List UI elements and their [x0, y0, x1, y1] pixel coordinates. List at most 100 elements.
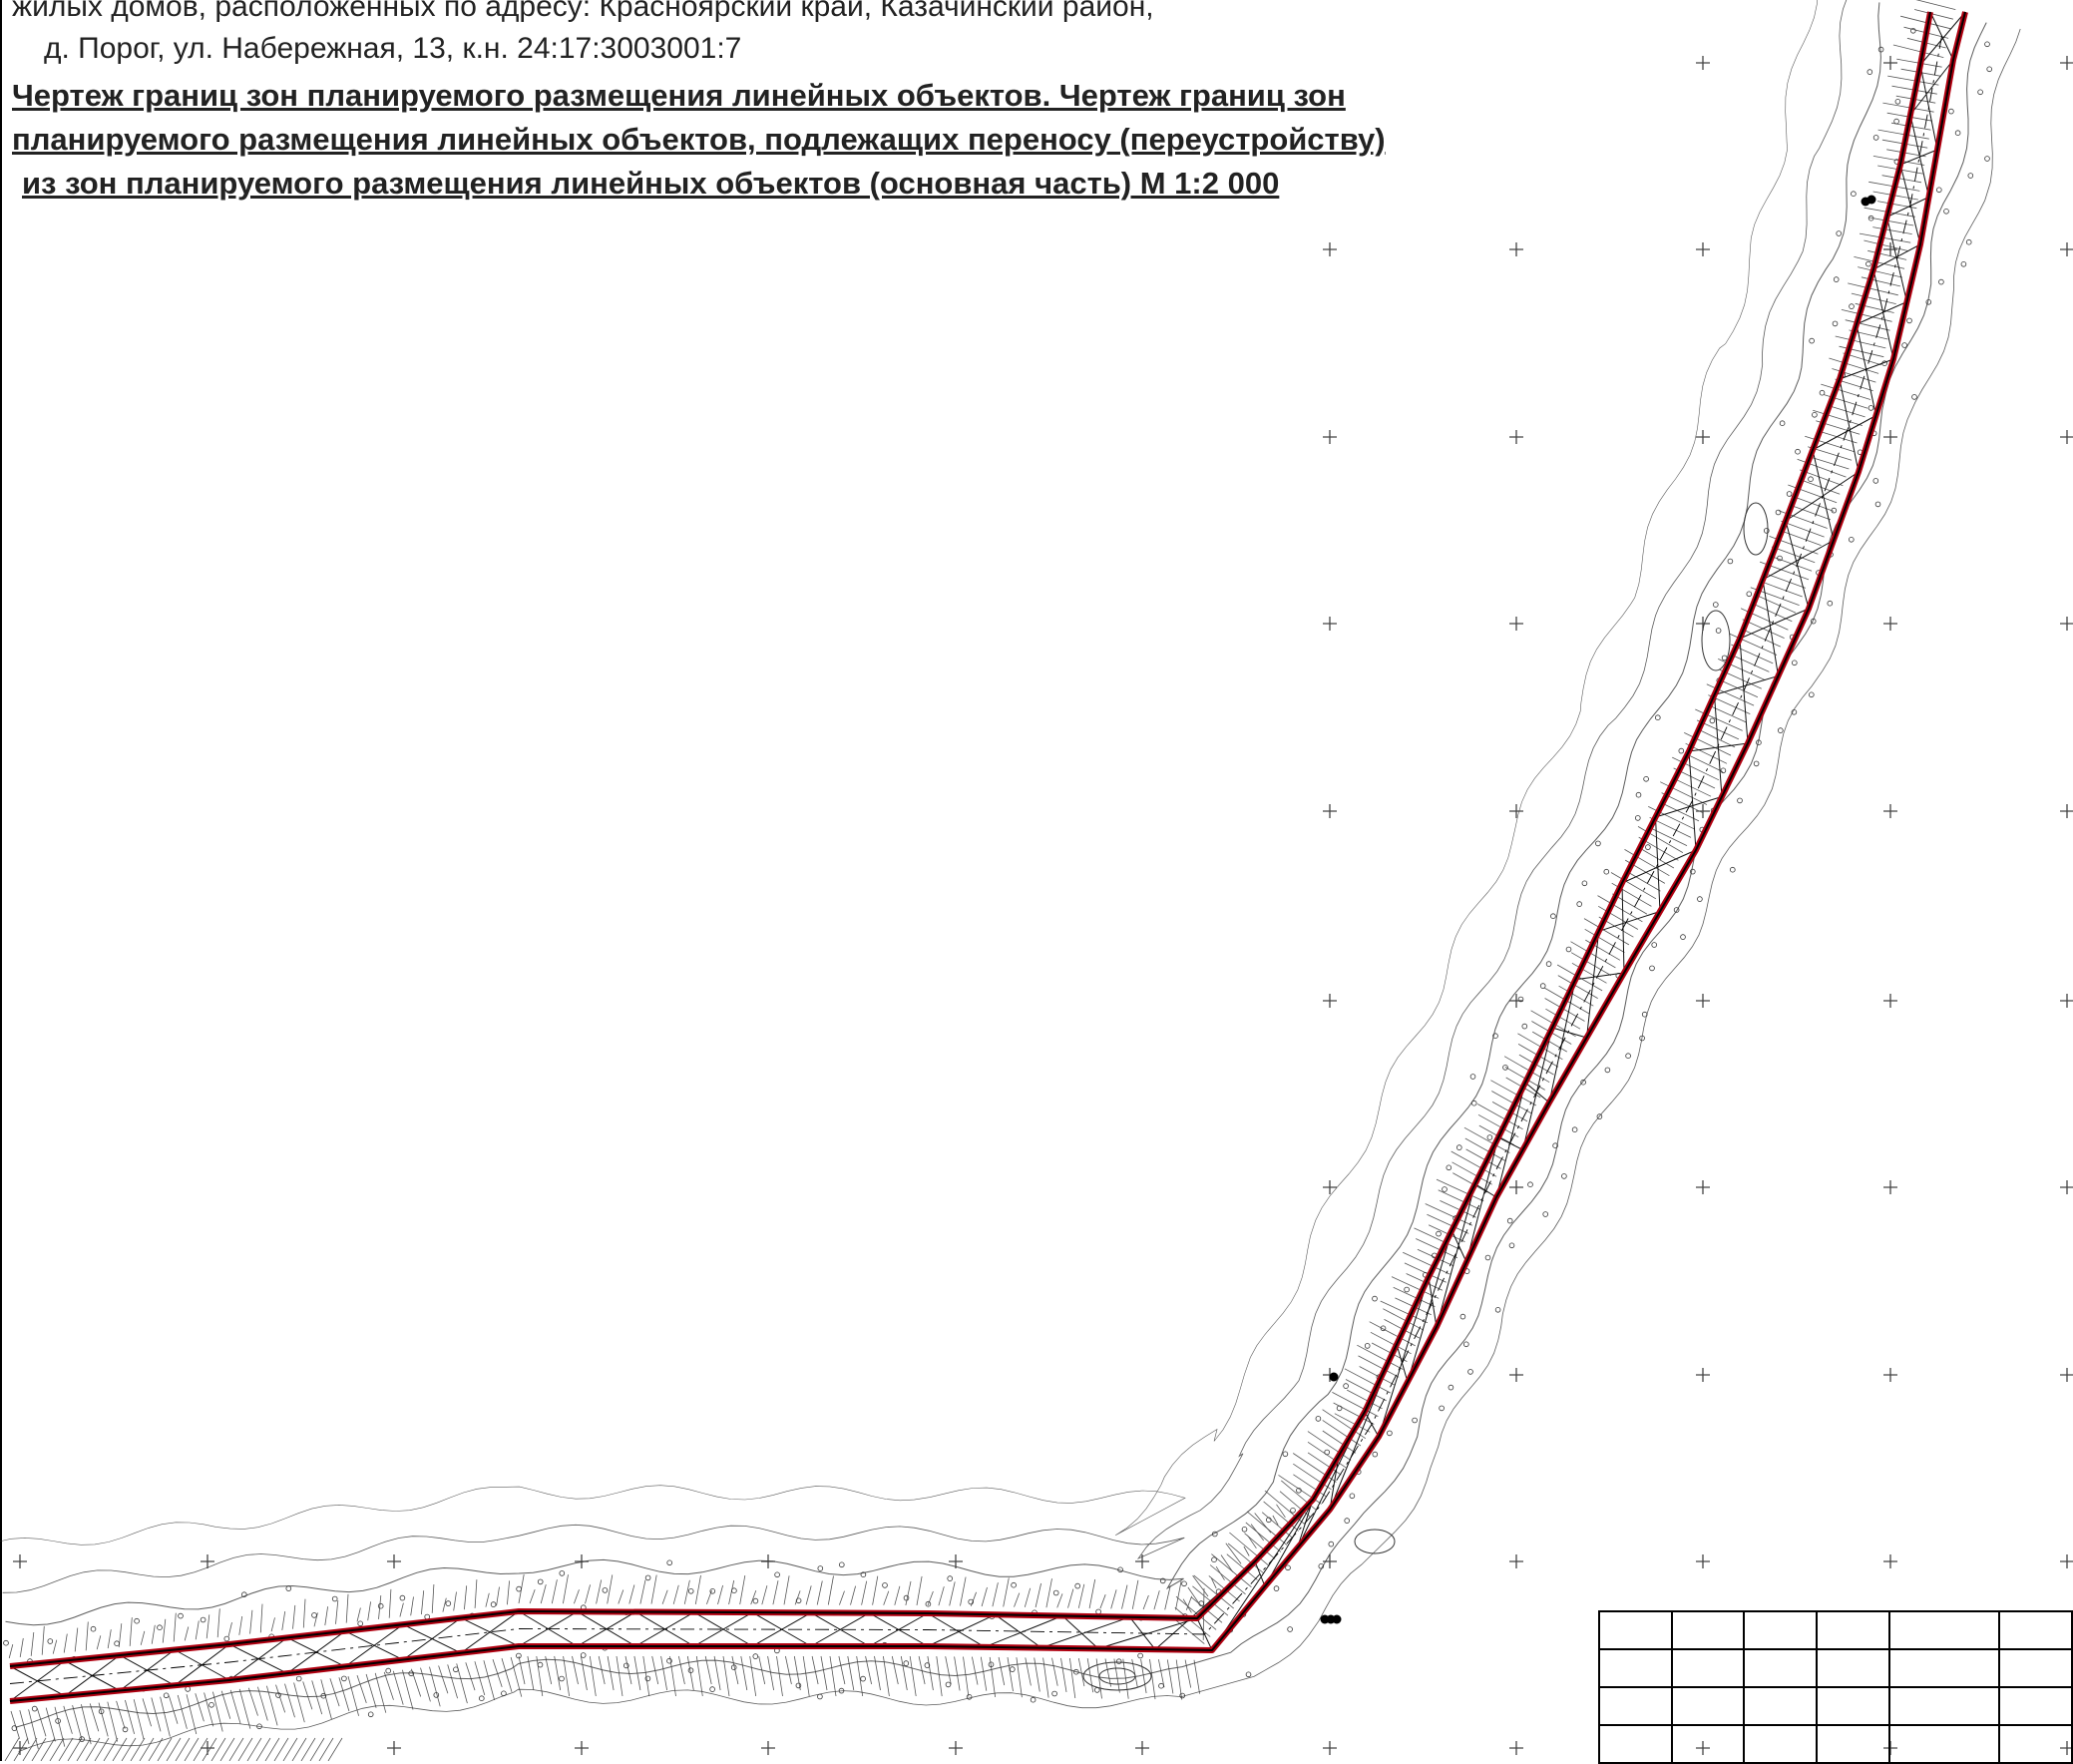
survey-point: [1775, 509, 1782, 516]
survey-point: [1571, 1126, 1578, 1132]
survey-point: [1690, 868, 1696, 875]
survey-point: [1287, 1626, 1293, 1632]
survey-point: [709, 1686, 715, 1692]
contour-loop: [1098, 1667, 1136, 1685]
contour-loop: [1082, 1661, 1152, 1691]
survey-point: [1580, 1079, 1586, 1086]
survey-point: [1552, 1142, 1558, 1148]
survey-point: [1812, 411, 1818, 418]
survey-point: [1565, 946, 1572, 953]
contour-line: [15, 22, 1987, 1728]
survey-point: [1318, 1563, 1325, 1569]
address-line-2: д. Порог, ул. Набережная, 13, к.н. 24:17…: [44, 32, 742, 65]
survey-point: [1459, 1313, 1466, 1320]
grid-cross-mark: [2060, 1554, 2073, 1568]
survey-point: [1073, 1668, 1079, 1675]
survey-point: [1948, 108, 1954, 115]
survey-point: [1678, 747, 1685, 754]
survey-point: [644, 1675, 651, 1682]
survey-point: [1721, 655, 1728, 662]
survey-point: [709, 1588, 716, 1594]
survey-point: [1158, 1682, 1164, 1689]
survey-point: [424, 1613, 431, 1620]
contour-line: [0, 0, 1818, 1545]
survey-point: [1709, 717, 1716, 724]
grid-cross-mark: [1883, 1368, 1897, 1382]
grid-cross-mark: [1883, 1180, 1897, 1194]
survey-point: [1328, 1541, 1335, 1547]
survey-point: [1715, 628, 1722, 634]
survey-point: [295, 1675, 302, 1682]
survey-point: [1211, 1556, 1217, 1562]
survey-point: [1986, 66, 1992, 73]
survey-point: [666, 1657, 672, 1664]
survey-point: [1030, 1696, 1036, 1703]
grid-cross-mark: [949, 1741, 963, 1755]
utility-pole: [1866, 195, 1876, 205]
survey-point: [537, 1578, 544, 1585]
survey-point: [163, 1692, 170, 1699]
survey-point: [687, 1667, 694, 1673]
survey-point: [666, 1559, 672, 1566]
survey-point: [622, 1662, 629, 1669]
contour-loop: [1743, 502, 1769, 556]
slope-hatch-lower: [10, 0, 1956, 1750]
survey-point: [200, 1616, 207, 1623]
survey-point: [947, 1575, 953, 1581]
title-block: жилых домов, расположенных по адресу: Кр…: [12, 0, 1386, 206]
survey-point: [1074, 1582, 1080, 1589]
survey-point: [31, 1705, 38, 1712]
slope-hatch-upper: [8, 1504, 1286, 1659]
survey-point: [1827, 600, 1834, 607]
survey-point: [1713, 602, 1719, 608]
grid-cross-mark: [1509, 617, 1523, 631]
survey-point: [1967, 173, 1974, 179]
survey-point: [1439, 1405, 1445, 1412]
grid-cross-mark: [1883, 56, 1897, 70]
survey-point: [1911, 394, 1917, 400]
survey-point: [1198, 1600, 1204, 1606]
survey-point: [1581, 880, 1588, 887]
survey-point: [1867, 405, 1874, 411]
survey-point: [1595, 840, 1601, 847]
survey-point: [1874, 501, 1881, 508]
survey-point: [134, 1617, 140, 1624]
survey-point: [860, 1675, 866, 1682]
survey-point: [580, 1652, 587, 1658]
survey-point: [1596, 1113, 1603, 1119]
survey-point: [320, 1692, 327, 1699]
survey-point: [559, 1570, 566, 1576]
contour-line: [2, 0, 1848, 1593]
drawing-title-line-2: планируемого размещения линейных объекто…: [12, 122, 1386, 157]
survey-point: [1492, 1033, 1498, 1039]
grid-cross-mark: [13, 1554, 27, 1568]
survey-point: [453, 1666, 459, 1673]
grid-cross-mark: [1883, 617, 1897, 631]
survey-point: [1901, 342, 1907, 348]
grid-cross-mark: [1696, 1180, 1710, 1194]
survey-point: [1866, 69, 1873, 75]
survey-point: [1052, 1589, 1059, 1596]
survey-point: [1737, 797, 1743, 804]
boundary-line-lower: [9, 11, 1966, 1702]
survey-point: [1753, 760, 1760, 767]
stamp-row: [1598, 1724, 2073, 1764]
utility-pole: [1332, 1614, 1342, 1624]
survey-point: [1467, 1369, 1473, 1375]
survey-point: [223, 1635, 230, 1642]
contour-loop: [1701, 610, 1731, 671]
grid-cross-mark: [1135, 1741, 1149, 1755]
grid-cross-mark: [1509, 1741, 1523, 1755]
survey-point: [241, 1591, 247, 1597]
survey-point: [1673, 907, 1680, 913]
survey-point: [1819, 389, 1826, 396]
survey-point: [1463, 1341, 1469, 1348]
survey-point: [385, 1667, 392, 1674]
grid-cross-mark: [2060, 242, 2073, 256]
survey-point: [1094, 1687, 1100, 1693]
boundary-line-upper-halo: [9, 11, 1933, 1669]
survey-point: [1115, 1658, 1122, 1664]
survey-point: [433, 1692, 440, 1698]
stamp-row: [1598, 1610, 2073, 1650]
